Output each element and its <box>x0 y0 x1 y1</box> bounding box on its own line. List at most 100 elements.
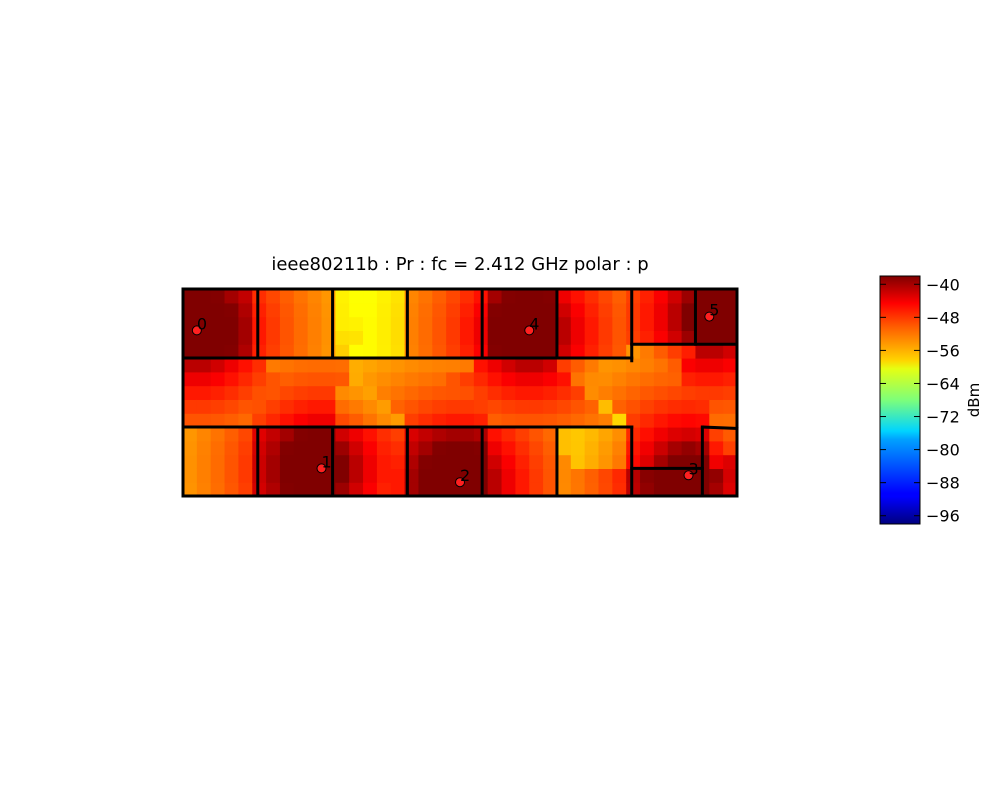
heatmap-cell <box>612 482 627 496</box>
heatmap-cell <box>501 399 516 414</box>
heatmap-cell <box>681 371 697 387</box>
heatmap-cell <box>293 385 309 400</box>
heatmap-cell <box>293 358 309 373</box>
heatmap-cell <box>709 399 724 414</box>
heatmap-cell <box>570 330 586 345</box>
heatmap-cell <box>584 358 600 373</box>
heatmap-cell <box>529 454 544 469</box>
heatmap-cell <box>252 399 267 414</box>
heatmap-cell <box>626 289 641 304</box>
heatmap-cell <box>626 385 641 400</box>
heatmap-cell <box>667 289 683 304</box>
heatmap-cell <box>667 454 683 469</box>
heatmap-cell <box>196 482 212 496</box>
heatmap-cell <box>543 358 558 373</box>
heatmap-cell <box>529 468 544 483</box>
heatmap-cell <box>653 482 669 496</box>
heatmap-cell <box>598 440 613 456</box>
heatmap-cell <box>667 468 683 483</box>
heatmap-cell <box>584 289 600 304</box>
colorbar-tick-label: −72 <box>926 408 960 427</box>
heatmap-cell <box>598 385 613 400</box>
heatmap-cell <box>418 399 433 414</box>
heatmap-cell <box>363 371 378 387</box>
heatmap-cell <box>460 427 475 442</box>
heatmap-cell <box>224 482 239 496</box>
heatmap-cell <box>279 454 295 469</box>
heatmap-cell <box>335 427 350 442</box>
heatmap-cell <box>653 344 669 359</box>
heatmap-cell <box>612 468 627 483</box>
heatmap-cell <box>709 468 724 483</box>
heatmap-cell <box>252 385 267 400</box>
heatmap-cell <box>487 289 503 304</box>
heatmap-cell <box>515 427 530 442</box>
heatmap-cell <box>390 316 406 331</box>
heatmap-cell <box>709 413 724 428</box>
heatmap-cell <box>709 385 724 400</box>
heatmap-cell <box>307 482 323 496</box>
heatmap-cell <box>543 289 558 304</box>
heatmap-cell <box>723 385 737 400</box>
heatmap-cell <box>487 399 503 414</box>
heatmap-cell <box>460 371 475 387</box>
heatmap-cell <box>681 344 697 359</box>
heatmap-cell <box>556 344 572 359</box>
heatmap-cell <box>584 344 600 359</box>
heatmap-cell <box>307 413 323 428</box>
heatmap-cell <box>183 413 198 428</box>
heatmap-cell <box>238 399 253 414</box>
heatmap-cell <box>349 289 364 304</box>
heatmap-cell <box>446 385 461 400</box>
heatmap-cell <box>570 385 586 400</box>
heatmap-cell <box>390 413 406 428</box>
colorbar-tick-label: −80 <box>926 441 960 460</box>
heatmap-cell <box>376 344 392 359</box>
heatmap-cell <box>626 330 641 345</box>
heatmap-cell <box>335 330 350 345</box>
heatmap-cell <box>266 482 281 496</box>
heatmap-cell <box>183 344 198 359</box>
heatmap-cell <box>667 302 683 318</box>
heatmap-cell <box>612 413 627 428</box>
heatmap-cell <box>556 330 572 345</box>
heatmap-cell <box>473 371 489 387</box>
heatmap-cell <box>293 371 309 387</box>
heatmap-cell <box>570 302 586 318</box>
heatmap-cell <box>252 289 267 304</box>
heatmap-cell <box>418 330 433 345</box>
heatmap-cell <box>584 330 600 345</box>
heatmap-cell <box>667 385 683 400</box>
heatmap-cell <box>681 454 697 469</box>
heatmap-cell <box>695 289 710 304</box>
heatmap-cell <box>598 344 613 359</box>
heatmap-cell <box>432 330 447 345</box>
heatmap-cell <box>529 289 544 304</box>
heatmap-cell <box>224 399 239 414</box>
heatmap-cell <box>460 289 475 304</box>
heatmap-cell <box>293 289 309 304</box>
heatmap-cell <box>640 468 655 483</box>
heatmap-cell <box>293 454 309 469</box>
heatmap-cell <box>252 302 267 318</box>
access-point-marker <box>683 470 694 481</box>
access-point-label: 2 <box>460 466 470 485</box>
heatmap-cell <box>404 413 420 428</box>
heatmap-cell <box>709 440 724 456</box>
heatmap-cell <box>501 440 516 456</box>
heatmap-cell <box>363 358 378 373</box>
heatmap-cell <box>335 482 350 496</box>
heatmap-cell <box>612 399 627 414</box>
heatmap-cell <box>335 385 350 400</box>
heatmap-cell <box>349 358 364 373</box>
heatmap-cell <box>418 385 433 400</box>
heatmap-cell <box>598 454 613 469</box>
heatmap-cell <box>598 358 613 373</box>
heatmap-cell <box>376 289 392 304</box>
heatmap-cell <box>210 454 226 469</box>
heatmap-cell <box>335 358 350 373</box>
heatmap-cell <box>570 371 586 387</box>
heatmap-cell <box>626 371 641 387</box>
heatmap-cell <box>224 344 239 359</box>
heatmap-cell <box>196 440 212 456</box>
